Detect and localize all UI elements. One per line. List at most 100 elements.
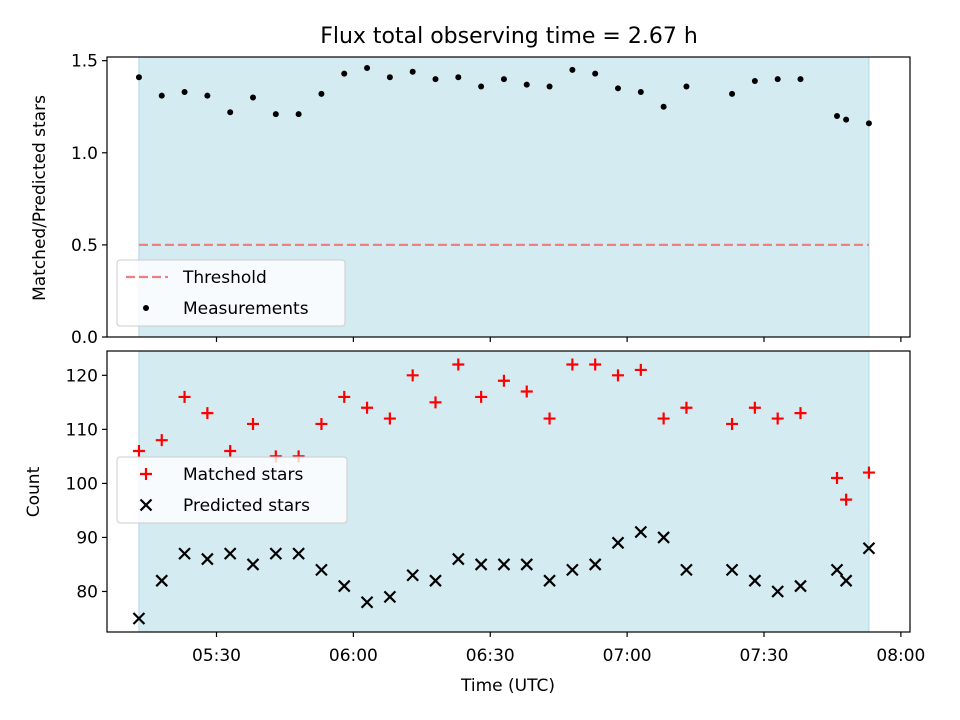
measurement-point: [615, 85, 621, 92]
predicted-star-point: [634, 525, 648, 539]
legend-predicted-swatch: [139, 498, 153, 512]
x-tick-label: 06:30: [466, 646, 515, 666]
matched-star-point: [361, 401, 374, 414]
y-tick-label: 80: [76, 582, 98, 602]
measurement-point: [409, 68, 416, 75]
predicted-star-point: [155, 574, 169, 587]
x-tick-label: 07:30: [740, 646, 789, 666]
y-tick-label: 0.0: [71, 328, 98, 348]
measurement-point: [455, 74, 462, 81]
measurement-point: [660, 103, 667, 110]
predicted-star-point: [201, 552, 214, 566]
predicted-star-point: [337, 579, 351, 593]
predicted-star-point: [748, 574, 762, 587]
predicted-star-point: [725, 563, 739, 577]
matched-star-point: [657, 412, 670, 425]
predicted-star-point: [246, 558, 260, 571]
predicted-star-point: [588, 558, 602, 571]
predicted-star-point: [132, 612, 146, 625]
predicted-star-point: [269, 547, 283, 560]
legend-label: Predicted stars: [183, 496, 310, 516]
predicted-star-point: [497, 558, 511, 571]
bottom-y-axis-label: Count: [24, 466, 44, 517]
x-axis-label: Time (UTC): [460, 676, 555, 696]
matched-star-point: [224, 444, 237, 457]
predicted-star-point: [474, 558, 488, 571]
measurement-point: [729, 90, 736, 97]
matched-star-point: [680, 401, 693, 414]
y-tick-label: 100: [66, 474, 98, 494]
measurement-point: [272, 111, 279, 118]
measurement-point: [135, 74, 142, 81]
measurement-point: [569, 66, 576, 73]
matched-star-point: [862, 466, 875, 479]
predicted-star-point: [360, 596, 374, 609]
axes-frame: [106, 350, 911, 633]
measurement-point: [295, 111, 302, 118]
y-tick-label: 0.5: [71, 236, 98, 256]
measurement-point: [500, 76, 507, 83]
legend-measurement-swatch: [143, 305, 149, 311]
matched-star-point: [247, 417, 259, 430]
y-tick-label: 90: [76, 528, 98, 548]
x-tick-label: 07:00: [603, 646, 652, 666]
axes-frame: [106, 56, 911, 338]
measurement-point: [751, 77, 758, 84]
measurement-point: [865, 120, 872, 127]
predicted-star-point: [315, 563, 328, 577]
matched-star-point: [831, 471, 843, 484]
predicted-star-point: [771, 585, 784, 598]
predicted-star-point: [520, 558, 534, 571]
measurement-point: [834, 112, 840, 119]
matched-star-point: [726, 417, 739, 430]
matched-star-point: [566, 358, 579, 371]
predicted-star-point: [452, 552, 465, 566]
matched-star-point: [155, 434, 168, 447]
x-tick-label: 06:00: [329, 646, 378, 666]
matched-star-point: [794, 407, 807, 420]
matched-star-point: [520, 385, 533, 398]
predicted-star-point: [429, 574, 442, 587]
legend-box: [116, 456, 348, 524]
top-y-axis-label: Matched/Predicted stars: [30, 95, 50, 301]
legend-matched-swatch: [140, 468, 152, 480]
y-tick-label: 1.0: [71, 144, 98, 164]
predicted-star-point: [794, 579, 807, 593]
x-tick-label: 05:30: [192, 646, 241, 666]
measurement-point: [774, 76, 781, 83]
measurement-point: [546, 83, 553, 90]
matched-star-point: [543, 412, 556, 425]
matched-star-point: [497, 374, 510, 387]
legend-label: Threshold: [182, 268, 267, 288]
measurement-point: [637, 89, 644, 95]
measurement-point: [432, 76, 439, 83]
measurement-point: [592, 70, 599, 77]
predicted-star-point: [611, 536, 625, 550]
bottom-panel: 80 90 100 110 120 05:30 06:00 06:30 07:00 07:30 08…: [66, 350, 925, 666]
legend-box: [116, 259, 346, 327]
top-panel: 0.0 0.5 1.0 1.5 Threshold Measurements: [71, 52, 911, 348]
measurement-point: [204, 92, 211, 99]
matched-star-point: [383, 412, 396, 425]
matched-star-point: [338, 390, 351, 403]
predicted-star-point: [383, 590, 397, 604]
y-tick-label: 1.5: [71, 52, 98, 72]
predicted-star-point: [543, 574, 556, 587]
predicted-star-point: [566, 563, 579, 577]
matched-star-point: [315, 417, 328, 430]
matched-star-point: [178, 390, 191, 403]
matched-star-point: [452, 358, 465, 371]
x-tick-label: 08:00: [876, 646, 925, 666]
predicted-star-point: [657, 531, 670, 544]
chart-title: Flux total observing time = 2.67 h: [320, 24, 698, 49]
legend-label: Measurements: [183, 299, 309, 319]
predicted-star-point: [862, 541, 876, 555]
measurement-point: [364, 65, 371, 72]
measurement-point: [523, 81, 530, 88]
matched-star-point: [589, 358, 602, 371]
measurement-point: [227, 109, 234, 116]
measurement-point: [318, 90, 325, 97]
y-tick-label: 120: [66, 366, 98, 386]
matched-star-point: [429, 396, 442, 409]
